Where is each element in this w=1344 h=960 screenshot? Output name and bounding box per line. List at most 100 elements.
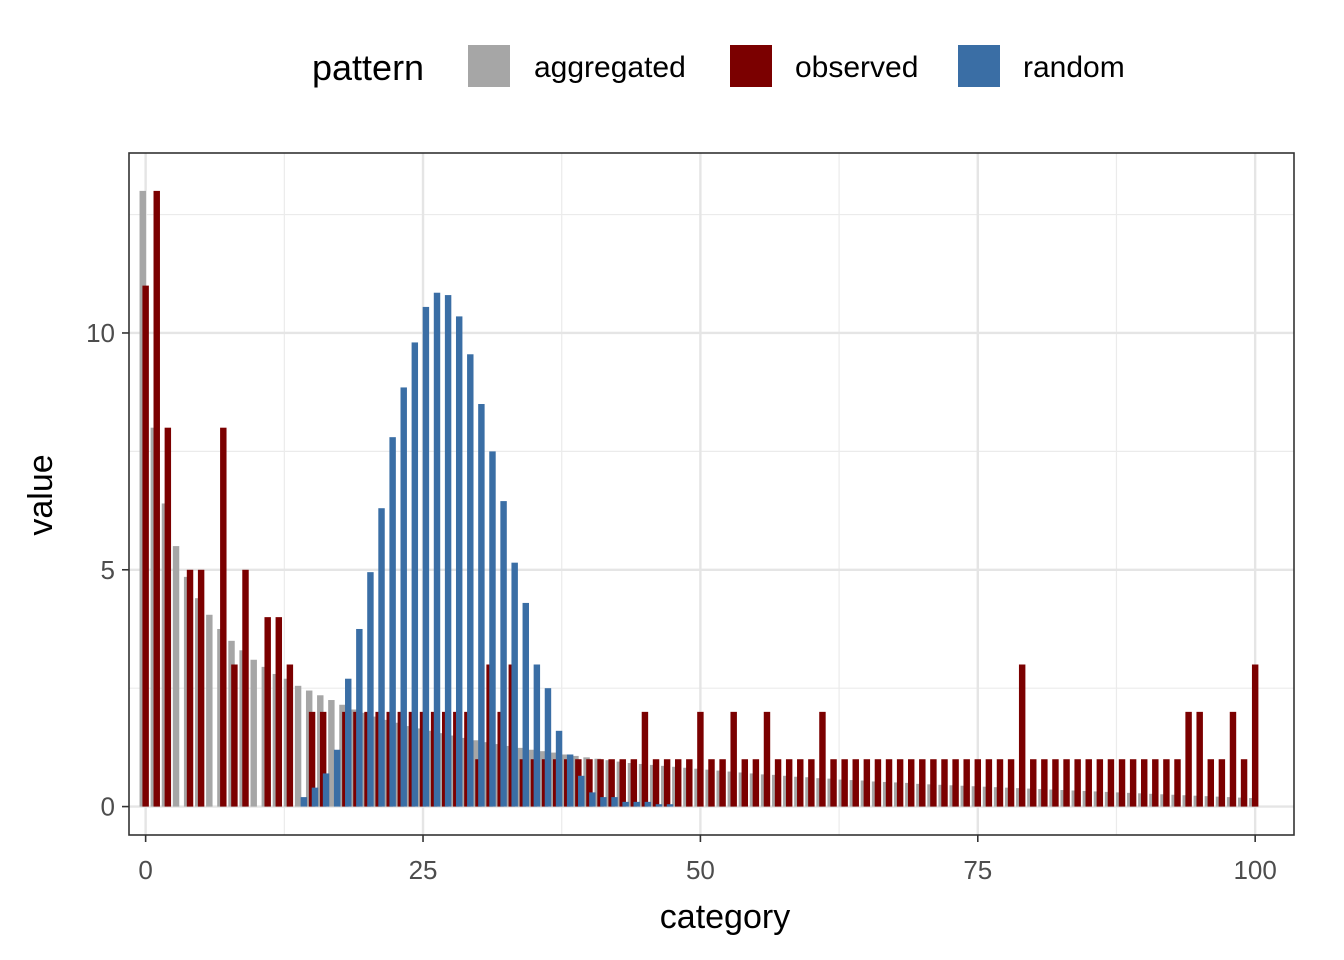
bar-random [578,775,585,807]
bar-random [611,797,618,807]
bars [139,190,1259,807]
bar-random [422,306,430,807]
bar-observed [1018,664,1026,807]
legend: pattern aggregated observed random [312,45,1125,88]
bar-random [455,316,463,807]
bar-observed [896,759,904,807]
bar-random [633,801,640,807]
bar-observed [697,711,704,807]
bar-aggregated [172,546,180,807]
bar-observed [963,759,970,807]
bar-observed [619,759,626,807]
bar-random [333,749,341,807]
bar-random [367,572,374,807]
bar-observed [908,759,915,807]
bar-observed [719,759,726,807]
bar-observed [1185,711,1192,807]
bar-observed [153,190,160,807]
plot-panel-background [129,153,1294,835]
bar-observed [797,759,804,807]
bar-random [311,787,319,807]
bar-observed [652,759,660,807]
bar-random [555,730,563,807]
legend-title: pattern [312,47,424,88]
legend-label-aggregated: aggregated [534,51,686,84]
bar-observed [730,711,737,807]
bar-observed [852,759,859,807]
bar-observed [785,759,793,807]
bar-observed [841,759,848,807]
bar-random [444,295,452,807]
bar-observed [763,711,771,807]
bar-random [345,678,352,807]
bar-observed [186,569,194,807]
bar-observed [808,759,815,807]
bar-observed [819,711,826,807]
bar-observed [675,759,682,807]
bar-aggregated [294,685,302,807]
bar-random [566,754,574,807]
bar-random [400,387,407,807]
bar-observed [1174,759,1181,807]
bar-random [300,797,308,807]
bar-observed [1196,711,1203,807]
bar-random [500,501,507,807]
x-tick-label: 25 [409,855,438,885]
bar-observed [1041,759,1048,807]
bar-observed [985,759,993,807]
bar-observed [1063,759,1070,807]
x-axis: 0 25 50 75 100 [138,835,1277,885]
bar-observed [1141,759,1148,807]
bar-observed [941,759,948,807]
bar-observed [164,427,172,807]
x-tick-label: 75 [963,855,992,885]
bar-observed [630,759,638,807]
bar-random [544,688,552,807]
x-axis-title: category [660,898,790,936]
bar-observed [774,759,782,807]
bar-observed [1218,759,1226,807]
bar-observed [608,759,615,807]
bar-observed [197,569,205,807]
bar-observed [1085,759,1092,807]
bar-observed [885,759,893,807]
bar-observed [874,759,882,807]
bar-observed [1074,759,1081,807]
bar-aggregated [328,700,335,807]
y-tick-label: 5 [101,555,115,585]
bar-observed [708,759,715,807]
x-tick-label: 100 [1233,855,1276,885]
bar-observed [275,617,283,807]
y-tick-label: 10 [86,318,115,348]
bar-observed [242,569,249,807]
bar-random [589,792,596,807]
bar-observed [741,759,749,807]
legend-swatch-random [958,45,1000,87]
legend-swatch-aggregated [468,45,510,87]
bar-observed [286,664,294,807]
bar-observed [1152,759,1159,807]
bar-random [411,342,419,807]
bar-observed [231,664,238,807]
bar-observed [863,759,871,807]
bar-random [489,451,496,807]
bar-random [600,797,607,807]
bar-random [666,804,674,807]
bar-random [322,773,330,807]
bar-random [522,602,529,807]
bar-aggregated [250,659,257,807]
bar-observed [1118,759,1126,807]
bar-observed [663,759,671,807]
bar-random [433,292,441,807]
bar-random [478,404,485,807]
bar-random [467,354,474,807]
bar-observed [264,617,271,807]
bar-observed [597,759,604,807]
bar-observed [586,759,593,807]
bar-observed [1163,759,1170,807]
bar-random [511,562,518,807]
bar-observed [830,759,837,807]
bar-observed [930,759,937,807]
bar-aggregated [206,614,213,807]
